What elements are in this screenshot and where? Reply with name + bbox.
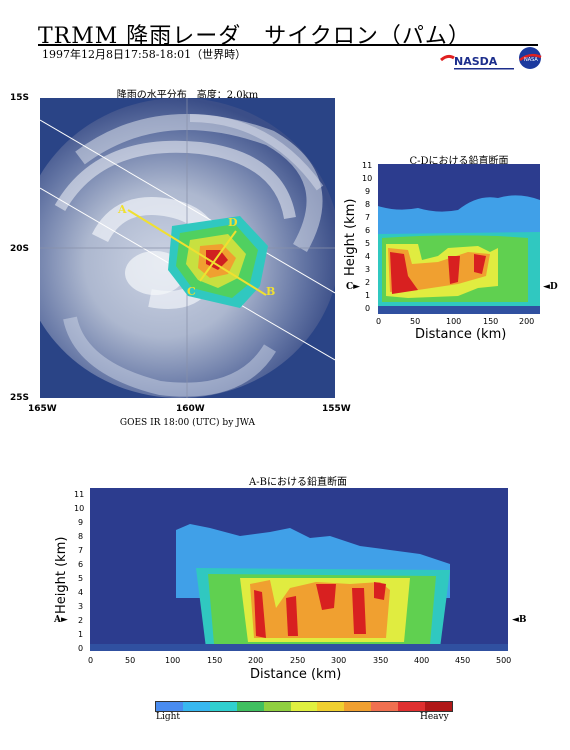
lat-tick-15s: 15S [10, 93, 30, 103]
image-credit: GOES IR 18:00 (UTC) by JWA [119, 418, 256, 428]
cd-right-marker-label: D [549, 282, 558, 292]
ab-xtick-0: 0 [88, 656, 94, 665]
ab-xlabel: Distance (km) [250, 667, 342, 682]
cd-ytick-3: 3 [365, 265, 371, 274]
ab-ytick-0: 0 [78, 644, 84, 653]
lat-tick-25s: 25S [10, 393, 30, 403]
ab-ytick-6: 6 [78, 560, 84, 569]
cd-xtick-150: 150 [483, 317, 499, 326]
colorbar-swatch-9 [398, 702, 426, 711]
cd-ytick-2: 2 [365, 278, 371, 287]
cd-right-marker: ◄D [543, 282, 558, 292]
cd-ytick-5: 5 [365, 239, 371, 248]
map-label-b: B [266, 285, 275, 298]
colorbar-swatch-0 [156, 702, 183, 711]
ab-xtick-300: 300 [331, 656, 347, 665]
lon-tick-165w: 165W [28, 404, 57, 414]
map-caption: 降雨の水平分布 高度：2.0km [116, 90, 259, 101]
map-label-c: C [187, 285, 196, 298]
cd-vertical-section [378, 164, 540, 314]
ab-ytick-10: 10 [74, 504, 85, 513]
lon-tick-160w: 160W [176, 404, 205, 414]
ab-xtick-400: 400 [414, 656, 430, 665]
nasda-logo: NASA NASDA [440, 47, 542, 70]
cd-ylabel: Height (km) [343, 198, 358, 276]
cd-left-marker-label: C [346, 282, 354, 292]
ab-ytick-11: 11 [74, 490, 85, 499]
colorbar-swatch-7 [344, 702, 372, 711]
title-divider [38, 44, 538, 46]
cd-ytick-6: 6 [365, 226, 371, 235]
cd-ytick-4: 4 [365, 252, 371, 261]
observation-time: 1997年12月8日17:58-18:01（世界時） [42, 48, 247, 61]
ab-right-marker-label: B [518, 615, 527, 625]
colorbar-swatch-1 [182, 702, 210, 711]
ab-ytick-9: 9 [78, 518, 84, 527]
colorbar-swatch-6 [317, 702, 345, 711]
colorbar-swatch-3 [236, 702, 264, 711]
lat-tick-20s: 20S [10, 244, 30, 254]
cd-xtick-0: 0 [376, 317, 382, 326]
ab-vertical-section [90, 488, 508, 651]
ab-ytick-8: 8 [78, 532, 84, 541]
colorbar-light-label: Light [156, 712, 181, 722]
cd-ytick-7: 7 [365, 213, 371, 222]
ab-left-marker: A► [54, 615, 68, 625]
ab-xtick-200: 200 [248, 656, 264, 665]
cd-ytick-11: 11 [362, 161, 373, 170]
ab-section-caption: A-Bにおける鉛直断面 [249, 477, 347, 488]
cd-ytick-9: 9 [365, 187, 371, 196]
svg-text:NASA: NASA [524, 57, 538, 63]
map-label-a: A [117, 203, 127, 216]
satellite-rain-map: A B C D [40, 98, 335, 398]
ab-xtick-50: 50 [125, 656, 136, 665]
cd-xtick-50: 50 [410, 317, 421, 326]
ab-xtick-250: 250 [290, 656, 306, 665]
ab-ytick-2: 2 [78, 616, 84, 625]
colorbar-swatch-8 [371, 702, 399, 711]
ab-xtick-450: 450 [455, 656, 471, 665]
cd-section-caption: C-Dにおける鉛直断面 [409, 156, 509, 167]
colorbar-heavy-label: Heavy [420, 712, 449, 722]
cd-xtick-200: 200 [519, 317, 535, 326]
colorbar-swatch-4 [263, 702, 291, 711]
rain-intensity-colorbar [155, 701, 453, 712]
ab-right-marker: ◄B [512, 615, 527, 625]
ab-ytick-7: 7 [78, 546, 84, 555]
ab-xtick-100: 100 [165, 656, 181, 665]
lon-tick-155w: 155W [322, 404, 351, 414]
colorbar-swatch-2 [209, 702, 237, 711]
ab-ytick-1: 1 [78, 630, 84, 639]
nasda-logo-text: NASDA [454, 55, 498, 68]
map-label-d: D [228, 216, 238, 229]
cd-ytick-10: 10 [362, 174, 373, 183]
ab-xtick-350: 350 [373, 656, 389, 665]
cd-ytick-0: 0 [365, 304, 371, 313]
ab-ytick-4: 4 [78, 588, 84, 597]
ab-ytick-5: 5 [78, 574, 84, 583]
cd-ytick-8: 8 [365, 200, 371, 209]
ab-ytick-3: 3 [78, 602, 84, 611]
ab-left-marker-label: A [54, 615, 61, 625]
ab-ylabel: Height (km) [54, 536, 69, 614]
cd-xlabel: Distance (km) [415, 327, 507, 342]
cd-left-marker: C► [346, 282, 361, 292]
colorbar-swatch-10 [425, 702, 452, 711]
ab-xtick-150: 150 [207, 656, 223, 665]
colorbar-swatch-5 [290, 702, 318, 711]
cd-xtick-100: 100 [446, 317, 462, 326]
cd-ytick-1: 1 [365, 291, 371, 300]
ab-xtick-500: 500 [496, 656, 512, 665]
